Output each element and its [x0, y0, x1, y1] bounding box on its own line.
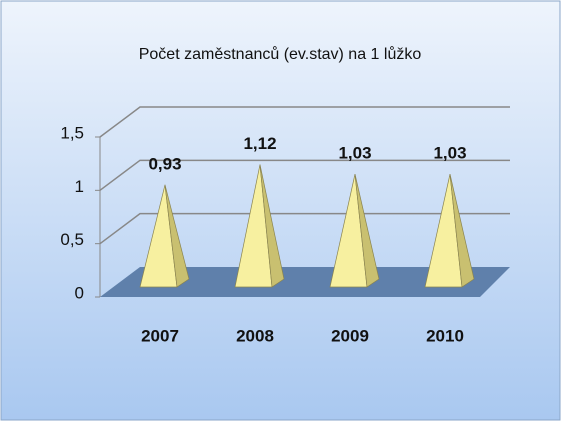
value-label: 0,93: [148, 154, 181, 173]
x-tick-label: 2010: [426, 326, 464, 345]
x-tick-label: 2008: [236, 326, 274, 345]
x-tick-label: 2009: [331, 326, 369, 345]
y-tick-label: 1: [75, 177, 84, 196]
x-tick-label: 2007: [141, 326, 179, 345]
pyramid-side: [449, 174, 475, 288]
value-label: 1,03: [433, 144, 466, 163]
grid-line: [99, 212, 510, 245]
grid-line: [99, 106, 510, 138]
pyramid-side: [259, 164, 285, 288]
value-label: 1,03: [338, 144, 371, 163]
y-tick-label: 1,5: [60, 123, 84, 142]
floor: [100, 267, 510, 297]
pyramid-side: [164, 184, 190, 288]
y-tick-label: 0,5: [60, 230, 84, 249]
grid-line: [99, 159, 510, 191]
value-label: 1,12: [243, 134, 276, 153]
y-tick-label: 0: [75, 283, 84, 302]
chart-title: Počet zaměstnanců (ev.stav) na 1 lůžko: [139, 45, 422, 63]
pyramid-side: [354, 174, 380, 288]
